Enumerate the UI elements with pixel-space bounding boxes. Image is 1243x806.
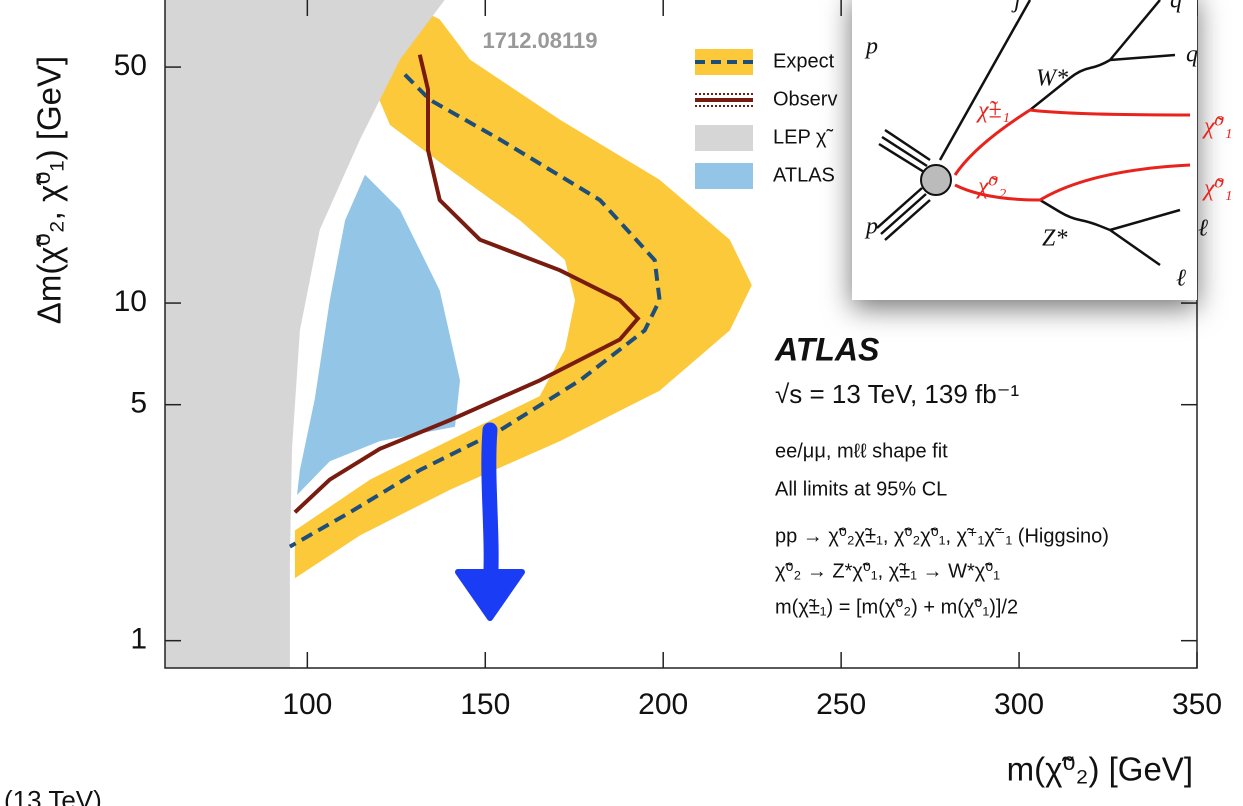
inset-label: W* (1036, 66, 1068, 92)
info-label: pp → χ̃⁰₂χ̃±₁, χ̃⁰₂χ̃⁰₁, χ̃⁺₁χ̃⁻₁ (Higgs… (775, 525, 1109, 547)
info-label: m(χ̃±₁) = [m(χ̃⁰₂) + m(χ̃⁰₁)]/2 (775, 596, 1018, 618)
x-tick-label: 100 (282, 688, 332, 721)
y-tick-label: 5 (130, 387, 147, 420)
y-tick-label: 50 (114, 49, 147, 82)
inset-label: ℓ (1176, 266, 1186, 292)
inset-label: χ̃±₁ (976, 98, 1010, 124)
legend-swatch (695, 163, 753, 189)
y-tick-label: 1 (130, 623, 147, 656)
inset-diagram: p p j q q W* Z* χ̃±₁ χ̃⁰₂ χ̃⁰₁ χ̃⁰₁ ℓ ℓ (852, 0, 1233, 300)
x-axis-title: m(χ̃⁰₂) [GeV] (1007, 751, 1193, 788)
inset-label: p (864, 34, 878, 60)
chart: 100 150 200 250 300 350 1 5 10 50 Expect Observ LEP… (0, 0, 1243, 806)
x-tick-label: 150 (460, 688, 510, 721)
x-tick-label: 200 (638, 688, 688, 721)
legend-swatch (695, 125, 753, 151)
legend-label: Expect (773, 50, 835, 72)
inset-label: χ̃⁰₂ (976, 174, 1007, 200)
info-label: All limits at 95% CL (775, 478, 947, 500)
y-tick-label: 10 (114, 285, 147, 318)
inset-label: q (1170, 0, 1182, 14)
annotation: 1712.08119 (482, 28, 597, 53)
legend-label: ATLAS (773, 164, 835, 186)
inset-label: χ̃⁰₁ (1202, 114, 1233, 140)
energy-label: √s = 13 TeV, 139 fb⁻¹ (775, 379, 1019, 409)
y-axis-title: Δm(χ̃⁰₂, χ̃⁰₁) [GeV] (31, 56, 68, 324)
inset-label: p (864, 214, 878, 240)
inset-label: Z* (1042, 226, 1067, 252)
inset-label: q (1186, 42, 1198, 68)
x-tick-label: 250 (816, 688, 866, 721)
inset-label: χ̃⁰₁ (1202, 176, 1233, 202)
info-label: χ̃⁰₂ → Z*χ̃⁰₁, χ̃±₁ → W*χ̃⁰₁ (775, 560, 1000, 582)
info-label: ee/μμ, mℓℓ shape fit (775, 440, 948, 462)
x-tick-label: 300 (994, 688, 1044, 721)
inset-label: ℓ (1198, 216, 1208, 242)
plot-area (165, 0, 752, 668)
legend-label: LEP χ̃ (773, 126, 833, 148)
x-tick-label: 350 (1172, 688, 1222, 721)
footer: (13 TeV) (4, 785, 102, 806)
experiment-label: ATLAS (774, 331, 880, 367)
legend: Expect Observ LEP χ̃ ATLAS (695, 49, 837, 189)
legend-label: Observ (773, 88, 837, 110)
